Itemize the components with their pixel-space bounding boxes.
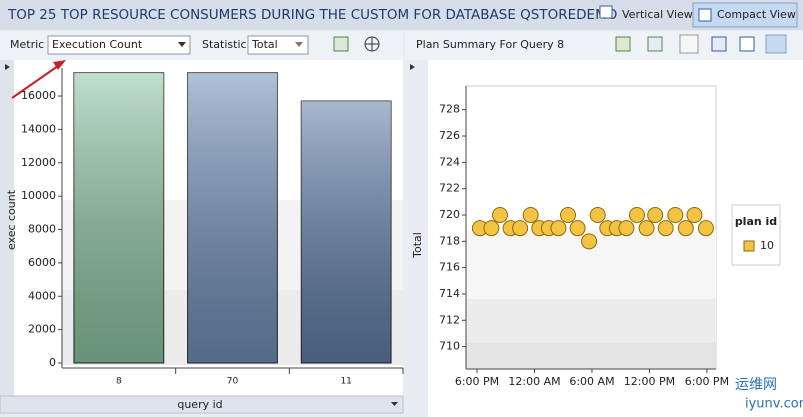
compact-icon	[698, 8, 712, 22]
point	[697, 220, 714, 237]
point	[569, 220, 586, 237]
vertical-icon	[599, 5, 613, 19]
dropdown-arrow	[391, 402, 398, 406]
y-tick-label: 4000	[28, 289, 56, 302]
toolbar-button[interactable]	[765, 34, 787, 54]
y-axis-label: Total	[411, 232, 424, 259]
point	[492, 206, 509, 223]
point	[657, 220, 674, 237]
dropdown-arrow	[295, 42, 303, 47]
refresh-button[interactable]	[333, 36, 349, 52]
metric-value: Execution Count	[52, 38, 143, 51]
target-cross	[365, 37, 379, 51]
y-tick-label: 14000	[21, 122, 56, 135]
statistic-dropdown[interactable]	[247, 35, 309, 55]
point	[677, 220, 694, 237]
panel-title: Plan Summary For Query 8	[416, 38, 564, 51]
metric-label: Metric	[10, 38, 44, 51]
point	[686, 206, 703, 223]
point	[667, 206, 684, 223]
y-tick-label: 724	[439, 155, 460, 168]
point	[560, 206, 577, 223]
y-tick-label: 12000	[21, 156, 56, 169]
point	[589, 206, 606, 223]
left-gutter	[0, 60, 14, 396]
x-axis-selector[interactable]	[0, 395, 404, 414]
y-tick-label: 16000	[21, 89, 56, 102]
statistic-value: Total	[251, 38, 278, 51]
x-tick-label: 12:00 PM	[624, 375, 675, 388]
x-tick-label: 6:00 PM	[455, 375, 499, 388]
y-tick-label: 710	[439, 340, 460, 353]
metric-dropdown[interactable]	[47, 35, 191, 55]
point	[550, 220, 567, 237]
vertical-view-button[interactable]: Vertical View	[622, 8, 693, 21]
x-tick-label: 70	[227, 377, 239, 387]
bar-shade	[187, 72, 278, 363]
bar-shade	[301, 101, 392, 363]
legend-swatch	[743, 240, 755, 252]
x-tick-label: 12:00 AM	[508, 375, 560, 388]
point	[618, 220, 635, 237]
x-tick-label: 6:00 AM	[569, 375, 614, 388]
y-tick-label: 720	[439, 208, 460, 221]
bar-shade	[73, 72, 164, 363]
band	[466, 343, 716, 369]
point	[581, 233, 598, 250]
point	[647, 206, 664, 223]
x-axis-label: query id	[177, 398, 222, 411]
header-bar	[0, 0, 803, 30]
y-tick-label: 728	[439, 103, 460, 116]
y-tick-label: 6000	[28, 256, 56, 269]
toolbar-button[interactable]	[711, 36, 727, 52]
y-tick-label: 726	[439, 129, 460, 142]
x-tick-label: 11	[340, 377, 351, 387]
y-axis-label: exec count	[5, 189, 18, 250]
x-tick-label: 6:00 PM	[685, 375, 729, 388]
legend-title: plan id	[735, 215, 777, 228]
point	[512, 220, 529, 237]
right-toolbar	[405, 31, 803, 60]
point	[522, 206, 539, 223]
expand-arrow	[410, 64, 415, 70]
watermark-url: iyunv.com	[745, 397, 803, 412]
toolbar-button[interactable]	[739, 36, 755, 52]
annotation-arrowhead	[53, 60, 66, 70]
y-tick-label: 718	[439, 234, 460, 247]
y-tick-label: 0	[49, 356, 56, 369]
expand-arrow	[5, 64, 10, 70]
toolbar-button[interactable]	[679, 34, 699, 54]
y-tick-label: 10000	[21, 189, 56, 202]
watermark: 运维网	[735, 377, 777, 393]
y-tick-label: 712	[439, 313, 460, 326]
y-tick-label: 722	[439, 182, 460, 195]
legend-label: 10	[760, 239, 774, 252]
point	[483, 220, 500, 237]
legend	[731, 204, 781, 266]
toolbar-button[interactable]	[615, 36, 631, 52]
point	[638, 220, 655, 237]
y-tick-label: 2000	[28, 323, 56, 336]
y-tick-label: 714	[439, 287, 460, 300]
compact-view-button[interactable]: Compact View	[717, 8, 796, 21]
point	[628, 206, 645, 223]
toolbar-button[interactable]	[647, 36, 663, 52]
header-title: TOP 25 TOP RESOURCE CONSUMERS DURING THE…	[7, 7, 617, 23]
annotation-arrow	[11, 65, 59, 99]
statistic-label: Statistic	[202, 38, 247, 51]
x-tick-label: 8	[116, 377, 122, 387]
y-tick-label: 8000	[28, 223, 56, 236]
band	[466, 299, 716, 343]
right-gutter	[405, 60, 428, 417]
y-tick-label: 716	[439, 261, 460, 274]
dropdown-arrow	[178, 42, 186, 47]
